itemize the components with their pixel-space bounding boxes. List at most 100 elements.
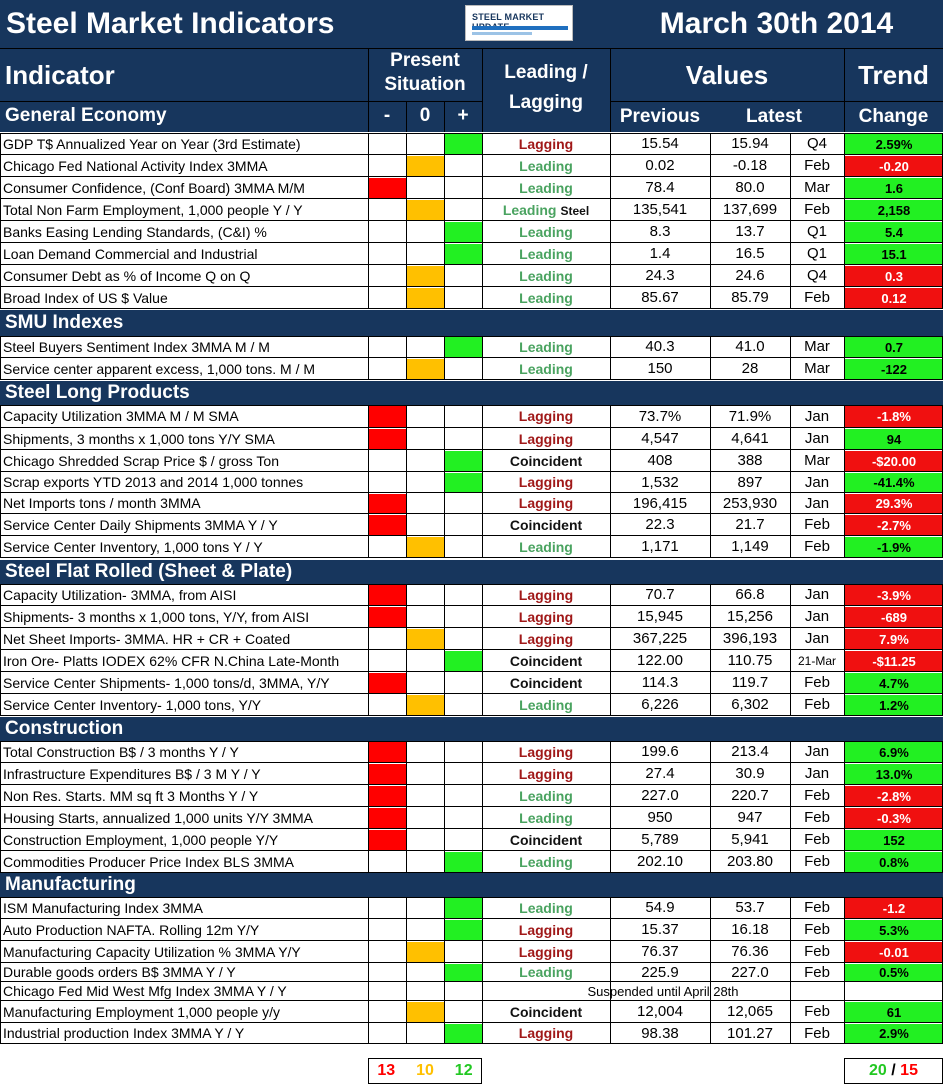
situation-zero-indicator [407, 942, 444, 963]
row-divider [0, 492, 943, 493]
leading-lagging-text: Leading [519, 788, 573, 804]
row-divider [0, 286, 943, 287]
previous-value: 76.37 [641, 943, 679, 960]
section-header: SMU Indexes [0, 310, 943, 336]
table-row [0, 1001, 943, 1023]
column-divider [610, 405, 611, 558]
indicator-name: Service center apparent excess, 1,000 to… [3, 361, 316, 377]
row-divider [0, 828, 943, 829]
leading-lagging-label: Leading [482, 265, 610, 287]
row-divider [0, 940, 943, 941]
leading-lagging-label: Leading [482, 243, 610, 265]
situation-plus-indicator [445, 337, 482, 358]
situation-plus-indicator [445, 920, 482, 941]
trend-change-value: -$20.00 [845, 451, 943, 472]
indicator-name: Chicago Fed National Activity Index 3MMA [3, 158, 268, 174]
leading-lagging-label: Lagging [482, 428, 610, 450]
indicator-name: Shipments- 3 months x 1,000 tons, Y/Y, f… [3, 609, 310, 625]
latest-value: 53.7 [735, 899, 765, 916]
section-top-border [0, 741, 943, 742]
period-label: Jan [804, 630, 830, 647]
situation-plus-indicator [445, 1024, 482, 1044]
trend-change-value: -3.9% [845, 585, 943, 606]
situation-plus-indicator [445, 473, 482, 493]
leading-lagging-text: Lagging [518, 1025, 574, 1041]
leading-lagging-label: Leading [482, 536, 610, 558]
indicator-name: Net Imports tons / month 3MMA [3, 495, 201, 511]
indicator-name: Manufacturing Employment 1,000 people y/… [3, 1004, 281, 1020]
indicator-name: Commodities Producer Price Index BLS 3MM… [3, 854, 294, 870]
leading-lagging-label: Coincident [482, 672, 610, 694]
leading-lagging-label: Lagging [482, 763, 610, 785]
row-divider [0, 357, 943, 358]
trend-tally-red: 15 [900, 1062, 918, 1079]
previous-value: 1.4 [649, 245, 671, 262]
period-label: Mar [804, 360, 830, 377]
situation-minus-indicator [369, 742, 406, 763]
table-row [0, 628, 943, 650]
table-row [0, 155, 943, 177]
previous-value: 150 [647, 360, 673, 377]
previous-header: Previous [610, 102, 710, 132]
row-divider [0, 649, 943, 650]
indicator-name: Chicago Fed Mid West Mfg Index 3MMA Y / … [3, 983, 287, 999]
trend-change-value: 29.3% [845, 494, 943, 514]
leading-lagging-label: Leading [482, 897, 610, 919]
latest-value: 30.9 [735, 765, 765, 782]
header-divider [610, 48, 611, 132]
table-row [0, 829, 943, 851]
latest-value: 227.0 [731, 964, 769, 981]
logo-stripe [472, 26, 568, 30]
previous-value: 15,945 [637, 608, 683, 625]
situation-plus-indicator [445, 651, 482, 672]
latest-value: 101.27 [727, 1025, 773, 1042]
trend-change-value: 6.9% [845, 742, 943, 763]
leading-lagging-label: Leading [482, 694, 610, 716]
previous-value: 135,541 [632, 201, 688, 218]
column-divider [482, 897, 483, 1044]
tally-red: 13 [377, 1062, 396, 1079]
previous-value: 15.54 [641, 135, 679, 152]
leading-lagging-label: Coincident [482, 450, 610, 472]
table-row [0, 177, 943, 199]
indicator-name: ISM Manufacturing Index 3MMA [3, 900, 203, 916]
previous-value: 73.7% [638, 408, 682, 425]
situation-minus-indicator [369, 585, 406, 606]
leading-lagging-label: Leading [482, 177, 610, 199]
period-label: Feb [804, 853, 830, 870]
column-divider [444, 336, 445, 380]
leading-lagging-label: Leading [482, 358, 610, 380]
period-label: Feb [804, 964, 830, 981]
row-divider [0, 981, 943, 982]
period-label: Mar [804, 452, 830, 469]
period-label: Jan [804, 743, 830, 760]
previous-value: 8.3 [649, 223, 671, 240]
column-divider [0, 741, 1, 873]
indicator-name: Service Center Inventory, 1,000 tons Y /… [3, 539, 263, 555]
column-divider [844, 405, 845, 558]
leading-lagging-label: Leading [482, 155, 610, 177]
row-divider [0, 557, 943, 558]
row-divider [0, 671, 943, 672]
column-divider [610, 336, 611, 380]
leading-lagging-label: Leading [482, 851, 610, 873]
previous-value: 950 [647, 809, 673, 826]
trend-change-value: 15.1 [845, 244, 943, 265]
leading-lagging-text: Leading [519, 697, 573, 713]
trend-change-value: 0.12 [845, 288, 943, 309]
situation-plus-indicator [445, 244, 482, 265]
header-divider [368, 101, 482, 102]
leading-lagging-label: Lagging [482, 133, 610, 155]
period-label: Feb [804, 201, 830, 218]
leading-lagging-text: Lagging [518, 495, 574, 511]
trend-change-value: -122 [845, 359, 943, 380]
previous-value: 408 [647, 452, 673, 469]
leading-lagging-text: Lagging [518, 474, 574, 490]
period-label: Feb [804, 538, 830, 555]
leading-lagging-text: Leading [519, 539, 573, 555]
trend-change-value: -689 [845, 607, 943, 628]
row-divider [0, 1000, 943, 1001]
previous-value: 114.3 [641, 674, 679, 691]
indicator-name: Iron Ore- Platts IODEX 62% CFR N.China L… [3, 653, 340, 669]
previous-value: 98.38 [641, 1025, 679, 1042]
